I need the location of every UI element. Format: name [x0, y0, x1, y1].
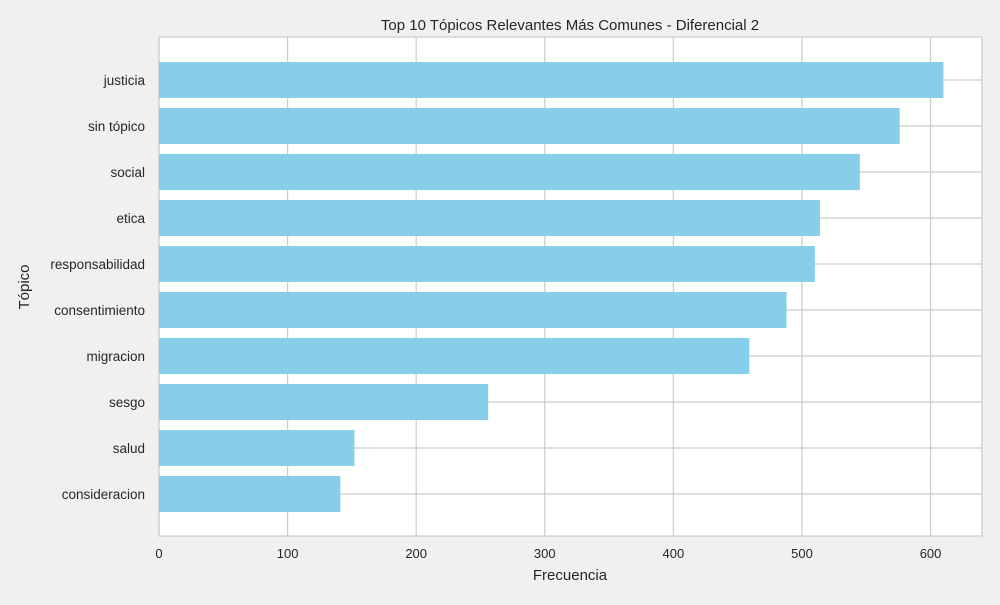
- bar-sin-tópico: [159, 108, 900, 144]
- bar-salud: [159, 430, 355, 466]
- x-tick-label: 500: [791, 546, 813, 561]
- y-tick-label: etica: [116, 211, 145, 226]
- x-tick-label: 300: [534, 546, 556, 561]
- y-tick-label: salud: [113, 441, 145, 456]
- y-tick-label: sin tópico: [88, 119, 145, 134]
- bar-migracion: [159, 338, 750, 374]
- y-tick-label: sesgo: [109, 395, 145, 410]
- y-tick-label: social: [110, 165, 145, 180]
- x-tick-label: 200: [405, 546, 427, 561]
- y-tick-label: migracion: [86, 349, 145, 364]
- bar-layer: [159, 62, 944, 512]
- bar-justicia: [159, 62, 944, 98]
- x-tick-label: 400: [663, 546, 685, 561]
- y-tick-label: consideracion: [62, 487, 145, 502]
- bar-etica: [159, 200, 820, 236]
- x-axis-label: Frecuencia: [533, 567, 608, 584]
- y-tick-label: responsabilidad: [50, 257, 145, 272]
- bar-sesgo: [159, 384, 489, 420]
- bar-responsabilidad: [159, 246, 815, 282]
- x-tick-labels: 0 100 200 300 400 500 600: [155, 546, 941, 561]
- bar-consideracion: [159, 476, 341, 512]
- y-tick-labels: justicia sin tópico social etica responsabil…: [50, 73, 145, 502]
- bar-consentimiento: [159, 292, 787, 328]
- x-tick-label: 100: [277, 546, 299, 561]
- y-tick-label: consentimiento: [54, 303, 145, 318]
- bar-social: [159, 154, 860, 190]
- x-tick-label: 600: [920, 546, 942, 561]
- chart-title: Top 10 Tópicos Relevantes Más Comunes - …: [381, 17, 759, 34]
- y-tick-label: justicia: [103, 73, 146, 88]
- x-tick-label: 0: [155, 546, 162, 561]
- y-axis-label: Tópico: [16, 264, 33, 309]
